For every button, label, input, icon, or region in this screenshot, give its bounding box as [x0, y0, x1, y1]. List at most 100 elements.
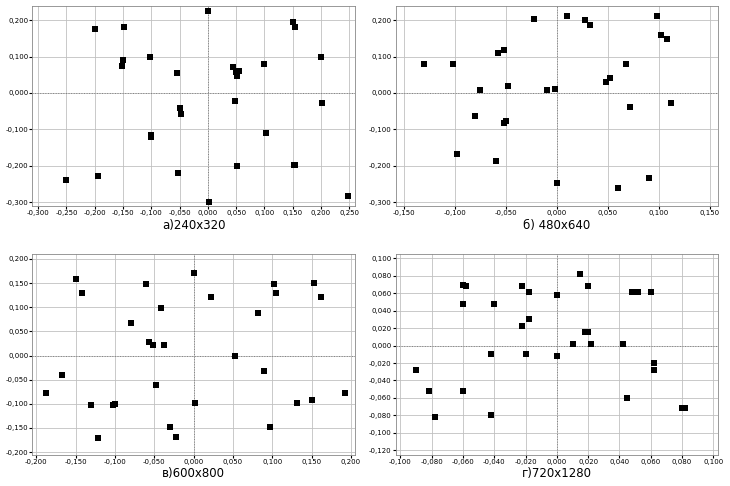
Point — [410, 366, 422, 374]
Point — [661, 35, 673, 43]
Point — [145, 133, 157, 140]
Point — [523, 288, 534, 295]
Point — [110, 400, 121, 408]
Point — [648, 359, 660, 367]
Point — [342, 192, 354, 200]
Point — [585, 340, 597, 348]
Point — [189, 399, 201, 407]
Point — [92, 172, 104, 180]
Point — [612, 185, 624, 192]
Point — [651, 13, 663, 20]
Point — [447, 60, 458, 68]
Point — [339, 389, 350, 397]
Point — [147, 341, 158, 349]
Point — [566, 340, 578, 348]
Point — [676, 404, 688, 412]
Point — [40, 389, 52, 397]
Point — [626, 288, 638, 295]
Point — [498, 119, 510, 127]
Point — [665, 99, 677, 107]
Point — [174, 110, 186, 118]
Point — [260, 129, 272, 137]
Point — [457, 281, 469, 289]
Point — [488, 300, 500, 308]
Point — [174, 104, 185, 112]
Point — [258, 60, 270, 68]
Point — [579, 328, 591, 335]
Point — [490, 157, 502, 165]
Point — [203, 198, 215, 206]
Point — [172, 169, 184, 177]
Point — [551, 179, 563, 187]
Point — [502, 82, 514, 89]
X-axis label: а)240x320: а)240x320 — [162, 219, 226, 232]
Point — [551, 352, 563, 360]
Point — [600, 78, 612, 86]
Point — [621, 394, 633, 402]
Point — [643, 174, 655, 181]
Point — [517, 323, 529, 330]
Point — [624, 103, 636, 111]
Point — [575, 270, 586, 278]
Point — [155, 304, 166, 312]
Point — [485, 412, 497, 419]
Point — [145, 52, 156, 60]
Point — [474, 86, 486, 94]
Point — [230, 68, 242, 76]
Point — [429, 413, 441, 421]
Point — [233, 67, 245, 75]
Point — [290, 161, 301, 169]
Point — [287, 18, 299, 26]
Point — [604, 74, 616, 82]
X-axis label: г)720x1280: г)720x1280 — [522, 468, 592, 481]
Point — [231, 71, 243, 79]
Point — [655, 32, 666, 39]
Point — [70, 276, 82, 283]
Point — [632, 288, 644, 295]
Point — [61, 176, 72, 184]
Point — [228, 64, 239, 71]
Point — [164, 423, 176, 431]
Point — [529, 16, 540, 23]
Point — [270, 289, 282, 296]
Point — [150, 382, 162, 389]
Point — [315, 293, 327, 300]
Point — [228, 352, 240, 360]
Point — [551, 291, 563, 299]
Point — [141, 280, 153, 288]
Point — [549, 86, 561, 93]
Point — [584, 20, 596, 28]
Point — [492, 49, 504, 57]
Point — [116, 62, 128, 69]
Point — [541, 86, 553, 94]
X-axis label: б) 480x640: б) 480x640 — [523, 219, 591, 232]
Point — [258, 367, 270, 375]
Point — [315, 52, 327, 60]
Point — [418, 60, 430, 68]
Point — [451, 150, 463, 158]
Point — [117, 56, 128, 64]
Point — [125, 319, 137, 327]
Point — [145, 131, 157, 139]
Point — [118, 23, 130, 31]
Point — [143, 338, 155, 346]
Point — [469, 112, 481, 120]
Point — [580, 16, 591, 24]
Point — [500, 118, 512, 125]
Point — [583, 328, 594, 335]
Point — [202, 7, 214, 15]
Point — [457, 387, 469, 395]
Point — [498, 46, 510, 54]
Point — [583, 282, 594, 290]
Point — [188, 270, 199, 278]
Point — [229, 97, 241, 105]
Point — [290, 23, 301, 31]
Point — [253, 309, 264, 317]
Point — [288, 161, 299, 169]
Point — [158, 341, 169, 349]
Point — [76, 289, 88, 296]
Point — [617, 340, 629, 348]
Point — [517, 282, 529, 290]
Point — [306, 396, 318, 404]
Point — [291, 399, 303, 407]
